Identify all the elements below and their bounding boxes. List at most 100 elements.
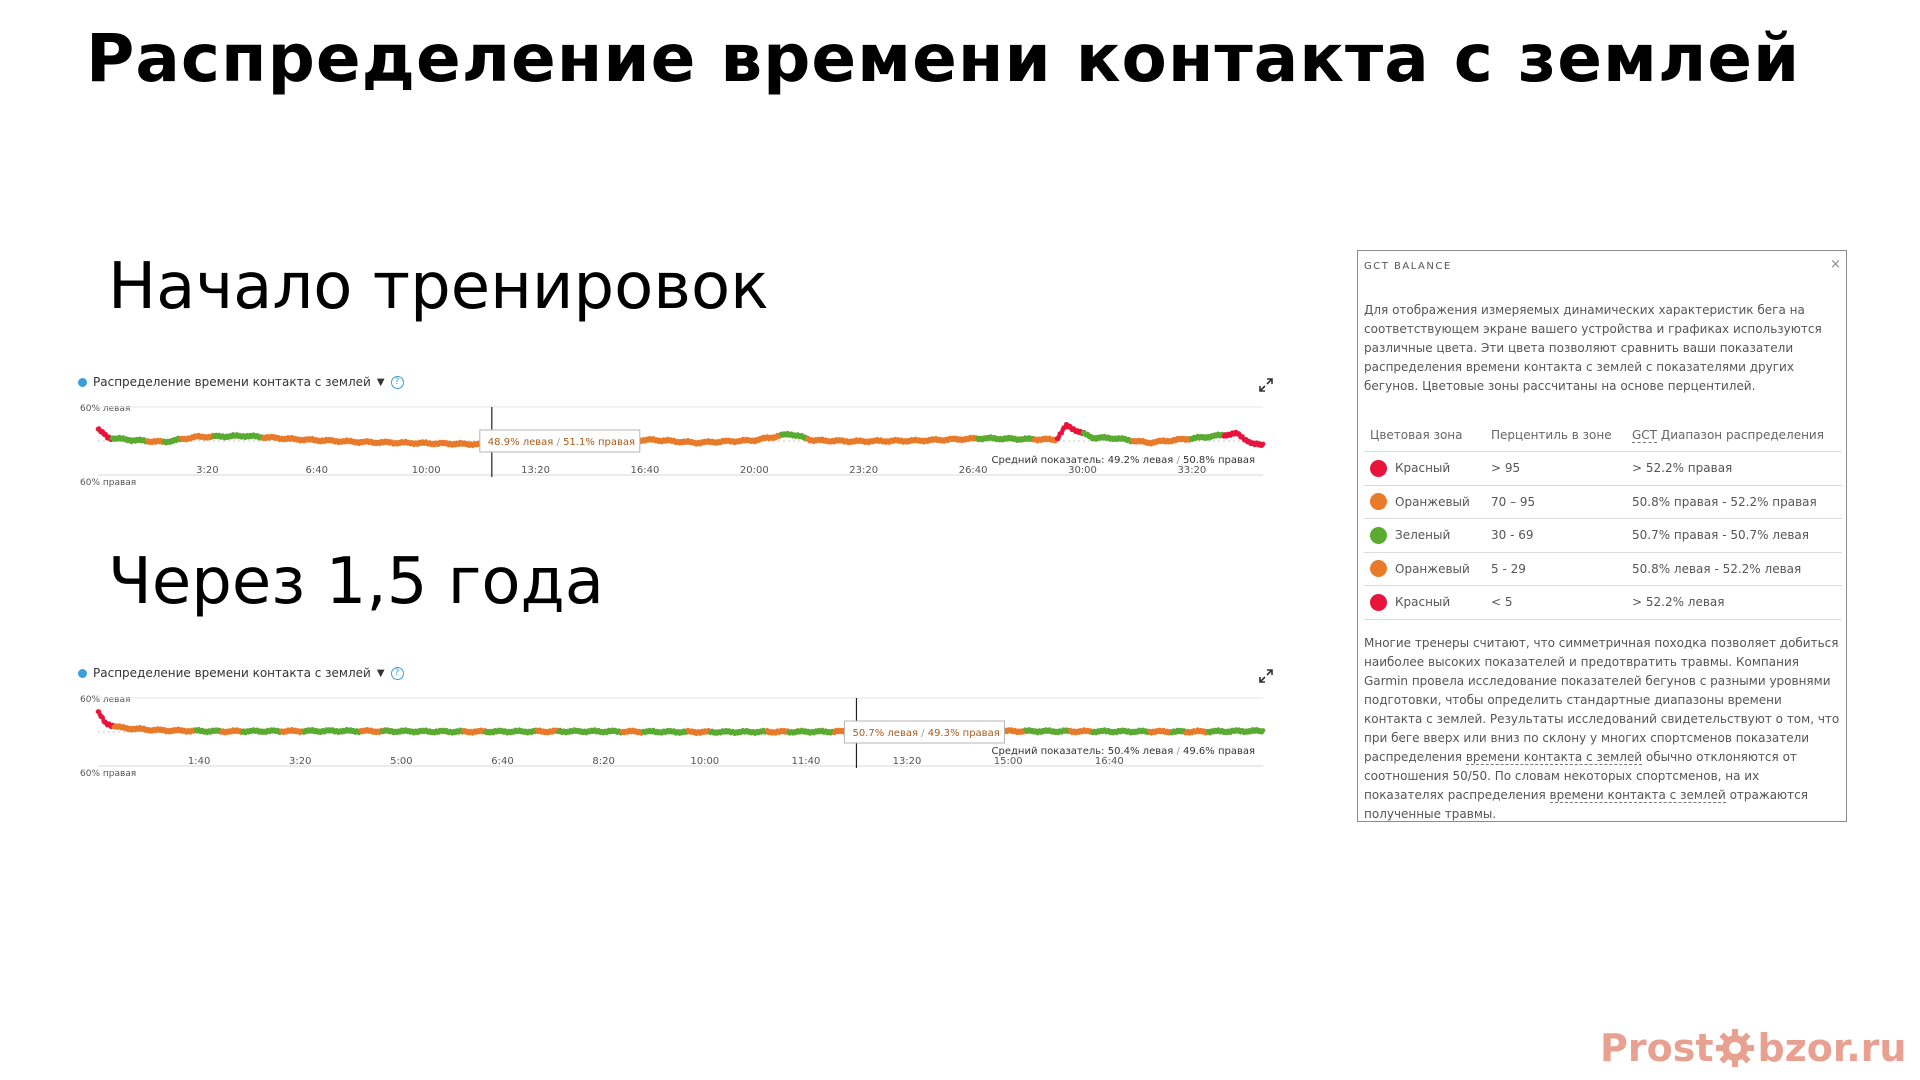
zone-color-dot-icon — [1370, 593, 1387, 611]
x-tick-label: 3:20 — [289, 756, 311, 767]
average-label: Средний показатель: 50.4% левая / 49.6% … — [992, 746, 1255, 757]
section-heading-start: Начало тренировок — [108, 250, 769, 324]
average-right: 50.8% правая — [1183, 455, 1255, 466]
footer-text-2: обычно отклоняются от соотношения 50/50.… — [1364, 750, 1797, 802]
zone-name-cell: Оранжевый — [1364, 493, 1491, 511]
data-point — [1260, 441, 1266, 447]
gct-abbr: GCT — [1632, 428, 1658, 443]
footer-text-1: Многие тренеры считают, что симметричная… — [1364, 636, 1840, 764]
zone-name: Оранжевый — [1395, 561, 1470, 576]
zone-percentile-cell: < 5 — [1491, 595, 1513, 610]
expand-icon[interactable] — [1258, 668, 1274, 684]
average-title: Средний показатель: — [992, 746, 1108, 757]
chevron-down-icon[interactable]: ▼ — [376, 376, 385, 388]
column-header-range-text: Диапазон распределения — [1657, 428, 1824, 442]
zone-percentile-cell: 30 - 69 — [1491, 528, 1534, 543]
tooltip-text: 48.9% левая / 51.1% правая — [488, 437, 635, 448]
metric-selector[interactable]: Распределение времени контакта с землей — [93, 666, 371, 680]
tooltip-left: 50.7% левая — [852, 728, 918, 739]
watermark-text-left: Prost — [1600, 1026, 1714, 1070]
zone-row: Красный < 5 > 52.2% левая — [1364, 586, 1842, 620]
zone-range-cell: > 52.2% правая — [1632, 461, 1733, 476]
tooltip-right: 49.3% правая — [928, 728, 1000, 739]
average-sep: / — [1173, 746, 1183, 757]
x-tick-label: 23:20 — [849, 465, 878, 476]
panel-footer: Многие тренеры считают, что симметричная… — [1364, 634, 1842, 824]
footer-text-3: отражаются полученные травмы. — [1364, 788, 1808, 821]
metric-dot-icon — [78, 668, 87, 678]
zone-rows: Красный > 95 > 52.2% правая Оранжевый 70 – 9… — [1364, 452, 1842, 620]
gct-balance-panel: GCT BALANCE × Для отображения измеряемых… — [1357, 250, 1847, 822]
tooltip-left: 48.9% левая — [488, 437, 554, 448]
zone-percentile-cell: 5 - 29 — [1491, 561, 1526, 576]
help-icon[interactable]: ? — [390, 666, 404, 680]
average-left: 49.2% левая — [1108, 455, 1174, 466]
zone-name: Оранжевый — [1395, 494, 1470, 509]
x-tick-label: 1:40 — [188, 756, 210, 767]
metric-selector[interactable]: Распределение времени контакта с землей — [93, 375, 371, 389]
tooltip: 50.7% левая / 49.3% правая — [843, 720, 1005, 744]
chart-start: Распределение времени контакта с землей … — [78, 375, 1278, 505]
average-sep: / — [1173, 455, 1183, 466]
zone-percentile-cell: > 95 — [1491, 461, 1521, 476]
chart-plot[interactable]: 60% левая 60% правая 3:20 6:40 10:00 13:20 16:… — [78, 397, 1278, 505]
tooltip-box — [479, 429, 641, 453]
expand-icon[interactable] — [1258, 377, 1274, 393]
column-header-percentile: Перцентиль в зоне — [1491, 428, 1612, 442]
column-header-range: GCT Диапазон распределения — [1632, 428, 1842, 443]
x-tick-label: 16:40 — [1095, 756, 1124, 767]
zone-color-dot-icon — [1370, 493, 1387, 511]
close-icon[interactable]: × — [1830, 257, 1841, 272]
zone-name-cell: Красный — [1364, 459, 1491, 477]
chart-header: Распределение времени контакта с землей … — [78, 666, 404, 680]
zone-percentile-cell: 70 – 95 — [1491, 494, 1536, 509]
zone-row: Оранжевый 5 - 29 50.8% левая - 52.2% левая — [1364, 553, 1842, 586]
zone-name-cell: Оранжевый — [1364, 560, 1491, 578]
zone-name: Красный — [1395, 461, 1451, 476]
x-tick-label: 26:40 — [959, 465, 988, 476]
zone-range-cell: 50.8% левая - 52.2% левая — [1632, 561, 1802, 576]
tooltip-box — [843, 720, 1005, 744]
footer-link-gct[interactable]: времени контакта с землей — [1549, 788, 1726, 803]
gear-icon — [1716, 1029, 1755, 1067]
zone-row: Оранжевый 70 – 95 50.8% правая - 52.2% пра… — [1364, 486, 1842, 519]
chart-header: Распределение времени контакта с землей … — [78, 375, 404, 389]
tooltip-sep: / — [918, 728, 928, 739]
slide-title: Распределение времени контакта с землей — [86, 20, 1801, 97]
y-top-label: 60% левая — [80, 695, 130, 705]
zone-name-cell: Красный — [1364, 593, 1491, 611]
tooltip-right: 51.1% правая — [563, 437, 635, 448]
zone-table: Цветовая зона Перцентиль в зоне GCT Диап… — [1364, 419, 1842, 620]
zone-range-cell: 50.7% правая - 50.7% левая — [1632, 528, 1809, 543]
zone-color-dot-icon — [1370, 459, 1387, 477]
x-tick-label: 6:40 — [306, 465, 328, 476]
section-heading-later: Через 1,5 года — [108, 545, 604, 619]
chart-later: Распределение времени контакта с землей … — [78, 666, 1278, 796]
average-label: Средний показатель: 49.2% левая / 50.8% … — [992, 455, 1255, 466]
chart-plot[interactable]: 60% левая 60% правая 1:40 3:20 5:00 6:40 8:20 1… — [78, 688, 1278, 796]
x-tick-label: 16:40 — [631, 465, 660, 476]
zone-range-cell: > 52.2% левая — [1632, 595, 1725, 610]
x-tick-label: 13:20 — [893, 756, 922, 767]
x-tick-label: 33:20 — [1177, 465, 1206, 476]
footer-link-gct[interactable]: времени контакта с землей — [1465, 750, 1643, 765]
x-tick-label: 10:00 — [412, 465, 441, 476]
x-tick-label: 6:40 — [491, 756, 513, 767]
zone-name: Зеленый — [1395, 528, 1451, 543]
zone-row: Красный > 95 > 52.2% правая — [1364, 452, 1842, 486]
x-tick-label: 30:00 — [1068, 465, 1097, 476]
column-header-zone: Цветовая зона — [1370, 428, 1463, 442]
help-icon[interactable]: ? — [390, 375, 404, 389]
panel-intro: Для отображения измеряемых динамических … — [1364, 303, 1822, 393]
x-tick-label: 5:00 — [390, 756, 412, 767]
zone-color-dot-icon — [1370, 560, 1387, 578]
zone-table-header: Цветовая зона Перцентиль в зоне GCT Диап… — [1364, 419, 1842, 452]
x-tick-label: 10:00 — [690, 756, 719, 767]
zone-range-cell: 50.8% правая - 52.2% правая — [1632, 494, 1817, 509]
watermark-text-right: bzor.ru — [1757, 1026, 1907, 1070]
zone-color-dot-icon — [1370, 526, 1387, 544]
chevron-down-icon[interactable]: ▼ — [376, 667, 385, 679]
data-point — [1260, 728, 1266, 733]
zone-name: Красный — [1395, 595, 1451, 610]
tooltip: 48.9% левая / 51.1% правая — [479, 429, 641, 453]
